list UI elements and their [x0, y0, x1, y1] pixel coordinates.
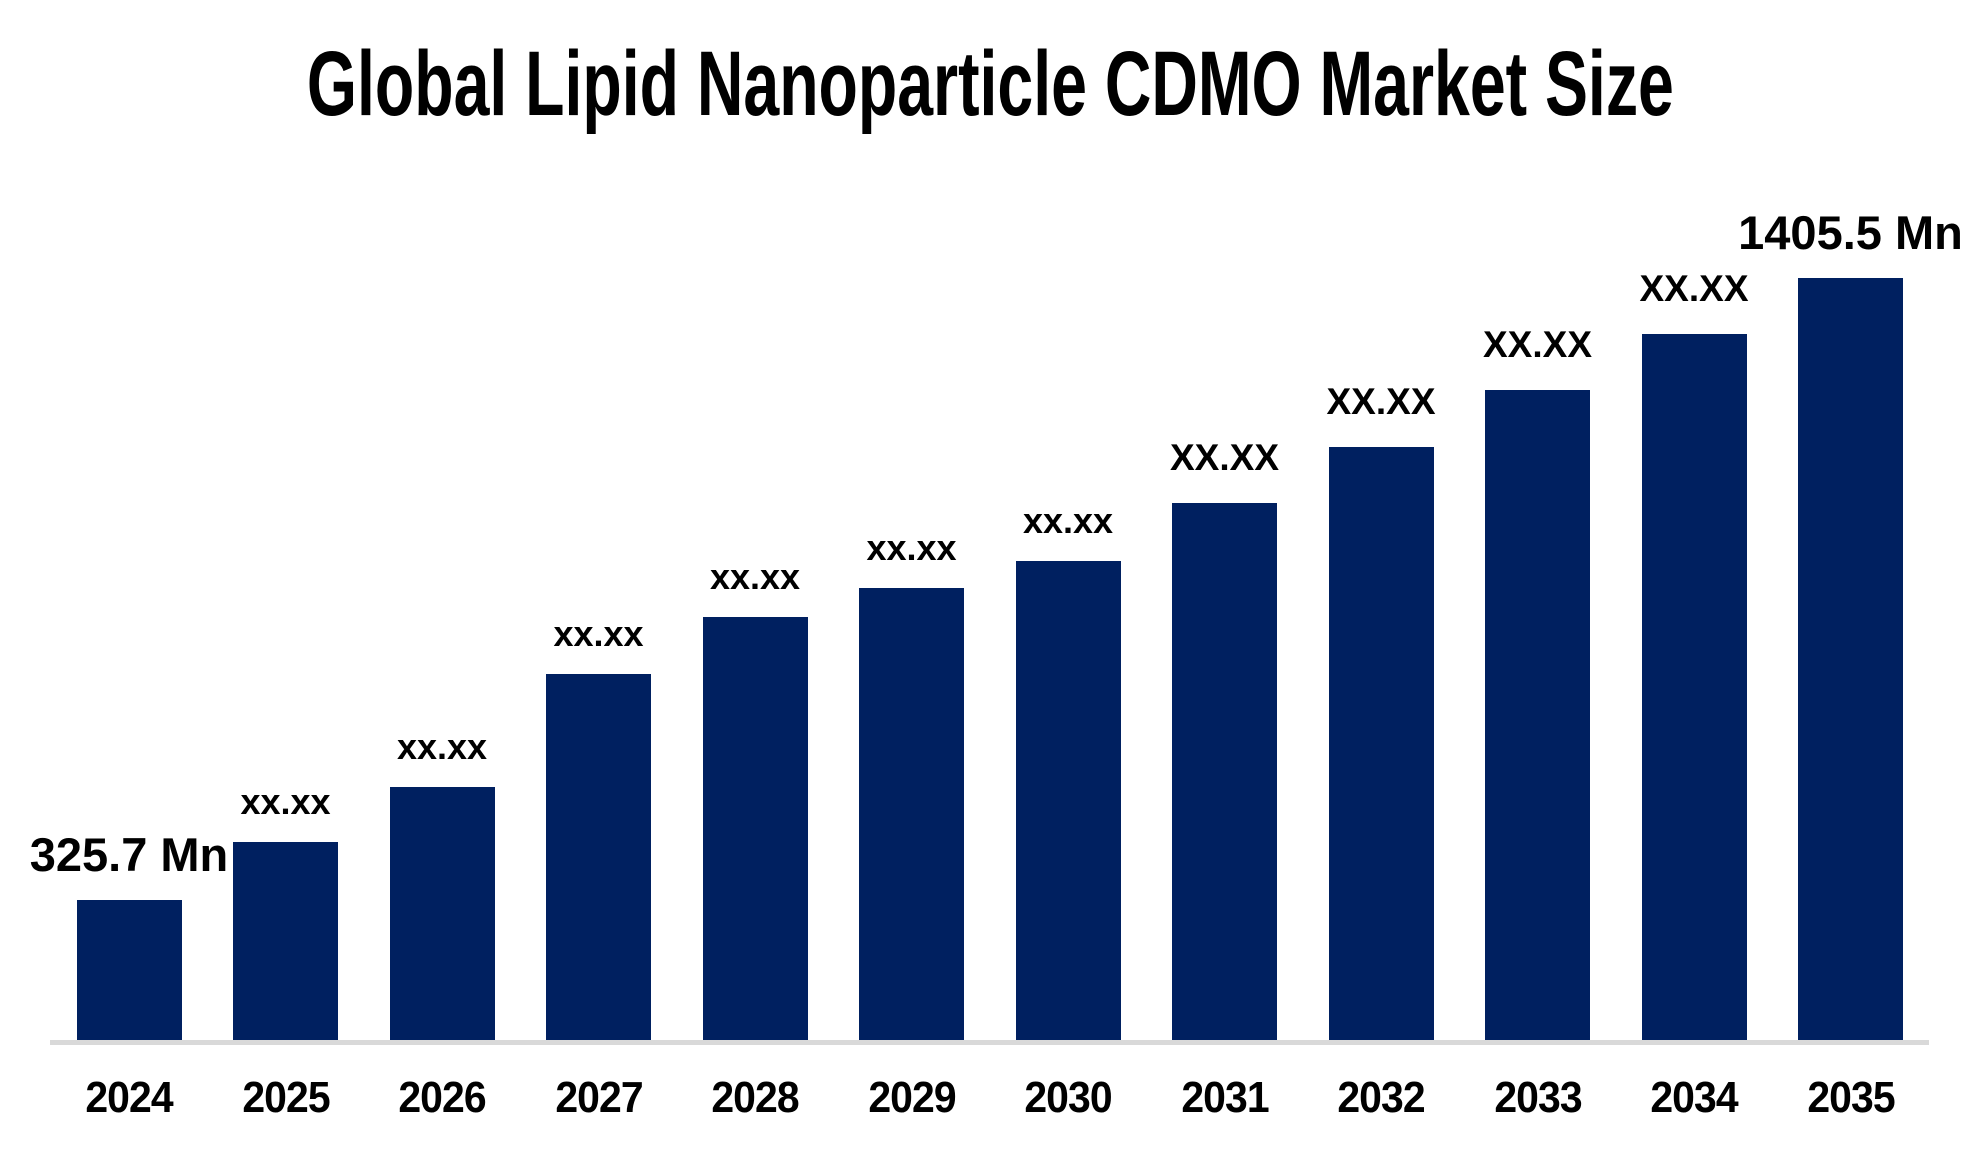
x-axis-label-2033: 2033	[1493, 1073, 1582, 1122]
bar-2033	[1485, 390, 1590, 1040]
x-axis-label-2034: 2034	[1650, 1073, 1738, 1122]
bar-2026	[389, 787, 495, 1040]
chart-title-row: Global Lipid Nanoparticle CDMO Market Si…	[0, 38, 1980, 130]
x-axis-label-2027: 2027	[554, 1073, 643, 1122]
x-axis-label-2035: 2035	[1806, 1073, 1895, 1122]
bar-value-label-2032: XX.XX	[1326, 381, 1436, 422]
bar-2030	[1015, 561, 1121, 1040]
bar-value-label-2033: XX.XX	[1483, 324, 1592, 365]
bar-value-label-2030: xx.xx	[1022, 500, 1114, 541]
x-axis-label-2024: 2024	[85, 1073, 173, 1122]
x-axis-label-2029: 2029	[867, 1073, 956, 1122]
x-axis-line	[50, 1040, 1929, 1045]
x-axis-label-2031: 2031	[1180, 1073, 1269, 1122]
bar-2024	[76, 900, 182, 1040]
bar-2025	[233, 842, 338, 1040]
bar-2027	[546, 674, 651, 1040]
bar-value-label-2027: xx.xx	[553, 613, 644, 654]
x-axis-label-2025: 2025	[241, 1073, 330, 1122]
x-axis-label-2030: 2030	[1024, 1073, 1112, 1122]
bar-value-label-2031: XX.XX	[1170, 437, 1279, 478]
bar-value-label-2026: xx.xx	[396, 726, 488, 767]
bar-value-label-2035: 1405.5 Mn	[1738, 206, 1963, 259]
bar-2032	[1328, 447, 1434, 1040]
bar-value-label-2028: xx.xx	[709, 556, 801, 597]
x-axis-label-2026: 2026	[398, 1073, 486, 1122]
x-axis-label-2032: 2032	[1337, 1073, 1425, 1122]
bar-value-label-2025: xx.xx	[240, 781, 331, 822]
chart-title: Global Lipid Nanoparticle CDMO Market Si…	[306, 33, 1674, 135]
bar-value-label-2034: XX.XX	[1639, 268, 1749, 309]
bar-2035	[1798, 278, 1903, 1040]
bar-value-label-2024: 325.7 Mn	[29, 828, 229, 881]
bar-2029	[859, 588, 964, 1040]
bar-2031	[1172, 503, 1277, 1040]
bar-2034	[1641, 334, 1747, 1040]
bar-2028	[702, 617, 808, 1040]
bar-value-label-2029: xx.xx	[866, 527, 957, 568]
x-axis-label-2028: 2028	[711, 1073, 799, 1122]
